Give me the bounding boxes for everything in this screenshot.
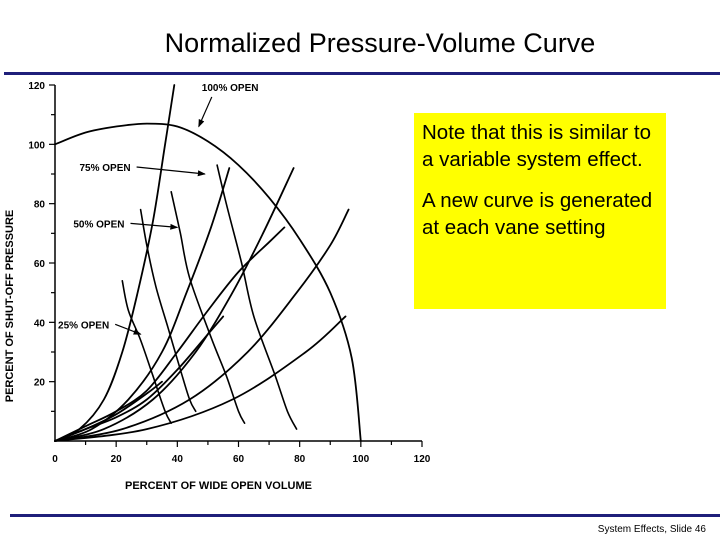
- x-tick-label: 120: [414, 454, 431, 465]
- x-axis-label: PERCENT OF WIDE OPEN VOLUME: [125, 480, 312, 492]
- system-curve-1: [54, 84, 176, 442]
- curve-label-1: 100% OPEN: [202, 83, 259, 94]
- title-divider: [4, 72, 720, 75]
- note-box: Note that this is similar to a variable …: [414, 113, 666, 309]
- y-tick-label: 40: [34, 318, 46, 329]
- axes-layer: 20 40 60 80 100 120 0 20 40 60 80 100 120 PERCENT OF …: [4, 81, 431, 492]
- vane-curve-1: [216, 164, 298, 430]
- y-tick-label: 120: [28, 81, 45, 92]
- slide-footer: System Effects, Slide 46: [597, 524, 706, 535]
- x-tick-label: 20: [111, 454, 123, 465]
- pressure-volume-chart: 20 40 60 80 100 120 0 20 40 60 80 100 120 PERCENT OF …: [4, 81, 431, 492]
- x-tick-label: 0: [52, 454, 58, 465]
- system-curve-4: [54, 208, 350, 442]
- y-tick-label: 80: [34, 200, 46, 211]
- note-paragraph-1: Note that this is similar to a variable …: [422, 121, 651, 172]
- vane-curve-4: [121, 280, 172, 424]
- vane-curve-3: [139, 208, 197, 413]
- curve-label-arrow-1: [198, 96, 213, 128]
- fan-curve-1: [54, 122, 362, 442]
- y-tick-label: 20: [34, 378, 46, 389]
- system-curve-5: [54, 315, 347, 442]
- note-paragraph-2: A new curve is generated at each vane se…: [422, 189, 653, 240]
- curve-label-2: 75% OPEN: [79, 163, 130, 174]
- y-tick-label: 100: [28, 140, 45, 151]
- system-curve-2: [54, 167, 231, 442]
- system-curve-3: [54, 167, 295, 442]
- y-tick-label: 60: [34, 259, 46, 270]
- x-tick-label: 100: [352, 454, 369, 465]
- curve-label-4: 25% OPEN: [58, 320, 109, 331]
- x-tick-label: 60: [233, 454, 245, 465]
- curve-label-3: 50% OPEN: [73, 219, 124, 230]
- curve-label-arrow-4: [114, 323, 142, 335]
- y-axis-label: PERCENT OF SHUT-OFF PRESSURE: [4, 210, 16, 403]
- curves-layer: [54, 84, 362, 442]
- curve-label-arrow-3: [130, 222, 179, 230]
- slide-title: Normalized Pressure-Volume Curve: [164, 28, 596, 58]
- fan-curve-4: [54, 380, 163, 442]
- fan-curve-2: [54, 226, 286, 442]
- x-tick-label: 80: [294, 454, 306, 465]
- vane-curve-2: [170, 191, 246, 424]
- x-tick-label: 40: [172, 454, 184, 465]
- curve-label-arrow-2: [136, 166, 206, 177]
- footer-divider: [10, 514, 720, 517]
- labels-layer: 100% OPEN 75% OPEN 50% OPEN 25% OPEN: [58, 83, 259, 335]
